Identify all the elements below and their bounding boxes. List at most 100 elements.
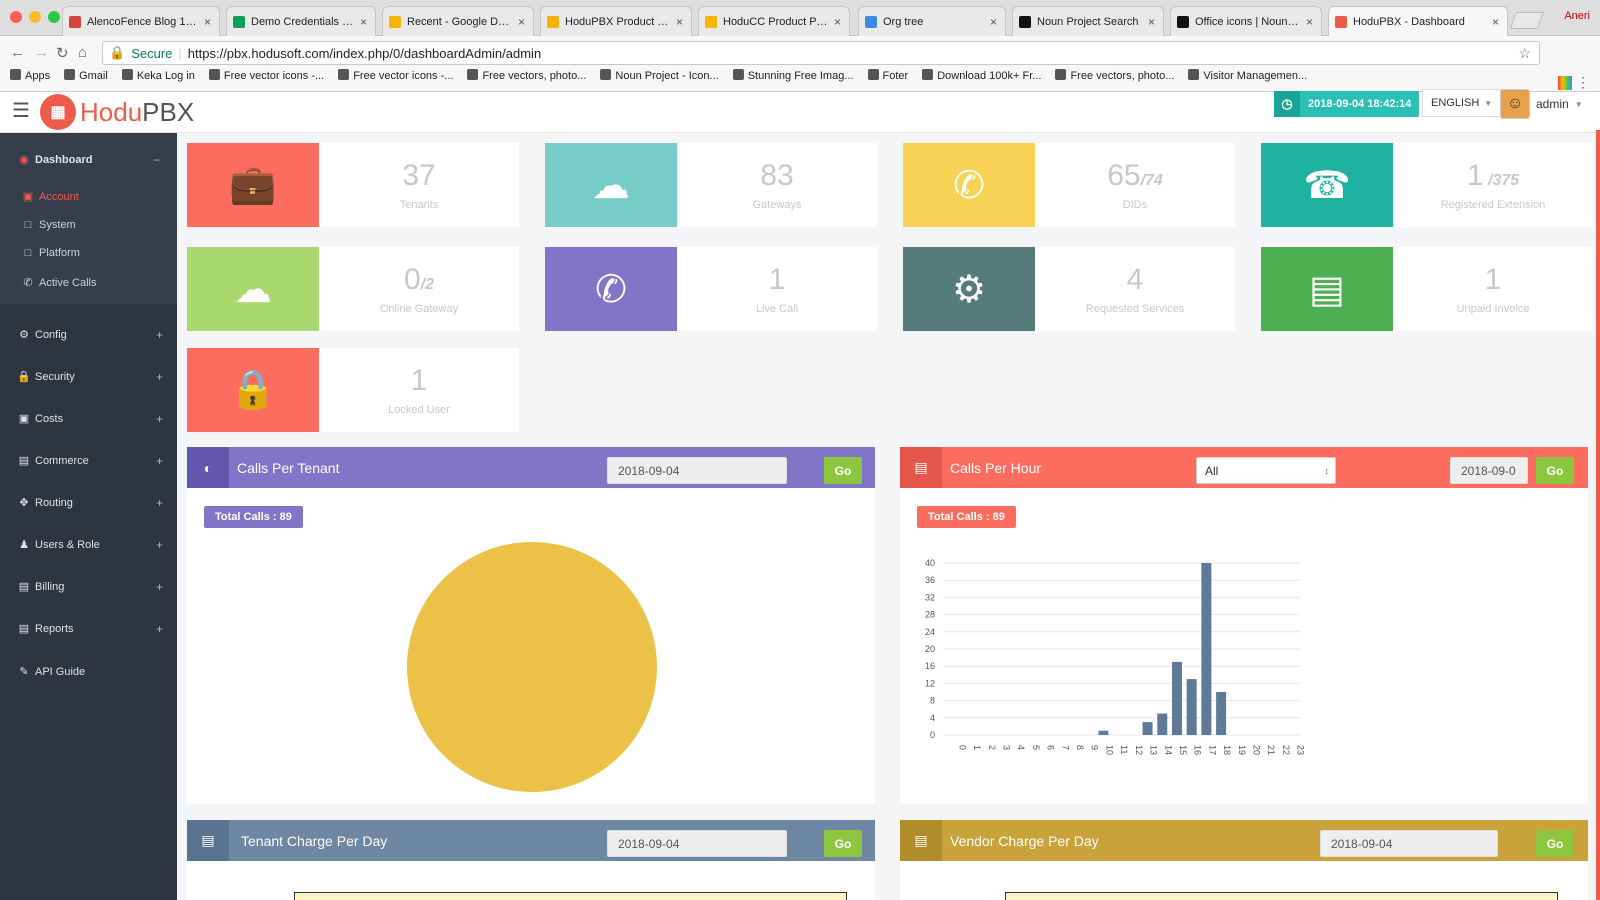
maximize-window-button[interactable] bbox=[48, 11, 60, 23]
date-input[interactable]: 2018-09-0 bbox=[1450, 457, 1528, 484]
bookmark-item[interactable]: Free vectors, photo... bbox=[467, 69, 586, 82]
bookmark-item[interactable]: Download 100k+ Fr... bbox=[922, 69, 1041, 82]
bookmark-item[interactable]: Apps bbox=[10, 69, 50, 82]
bar[interactable] bbox=[1098, 730, 1109, 735]
hamburger-menu-icon[interactable]: ☰ bbox=[12, 100, 30, 122]
x-tick-label: 1 bbox=[972, 745, 982, 750]
stat-card-registered-extension[interactable]: ☎ 1 /375 Registered Extension bbox=[1261, 143, 1593, 227]
home-icon[interactable]: ⌂ bbox=[78, 44, 88, 61]
panel-title: Calls Per Hour bbox=[950, 459, 1042, 476]
bookmark-item[interactable]: Visitor Managemen... bbox=[1188, 69, 1307, 82]
sidebar-item-account[interactable]: ▣ Account bbox=[21, 190, 198, 204]
browser-tab[interactable]: Office icons | Noun Proj × bbox=[1170, 6, 1322, 36]
stat-card-locked-user[interactable]: 🔒 1 Locked User bbox=[187, 348, 519, 432]
browser-tab[interactable]: Noun Project Search × bbox=[1012, 6, 1164, 36]
bookmark-item[interactable]: Gmail bbox=[64, 69, 108, 82]
browser-tab[interactable]: Demo Credentials - Goo × bbox=[226, 6, 376, 36]
calls-per-hour-panel: ▤ Calls Per Hour All ↕ 2018-09-0 Go Tota… bbox=[900, 447, 1588, 804]
stat-card-gateways[interactable]: ☁ 83 Gateways bbox=[545, 143, 877, 227]
browser-tab[interactable]: HoduCC Product Presen × bbox=[698, 6, 850, 36]
stat-card-live-call[interactable]: ✆ 1 Live Call bbox=[545, 247, 877, 331]
date-input[interactable]: 2018-09-04 bbox=[1320, 830, 1498, 857]
pie-slice[interactable] bbox=[407, 542, 657, 792]
close-tab-icon[interactable]: × bbox=[833, 14, 841, 29]
bookmark-item[interactable]: Free vectors, photo... bbox=[1055, 69, 1174, 82]
sidebar-item-platform[interactable]: □ Platform bbox=[21, 247, 198, 259]
browser-menu-icon[interactable]: ⋮ bbox=[1576, 74, 1590, 90]
sidebar-item-security[interactable]: 🔒 Security + bbox=[0, 370, 177, 384]
bookmark-item[interactable]: Noun Project - Icon... bbox=[600, 69, 719, 82]
browser-tab[interactable]: Org tree × bbox=[858, 6, 1006, 36]
extension-icon[interactable] bbox=[1558, 76, 1572, 90]
sidebar-item-api-guide[interactable]: ✎ API Guide bbox=[0, 665, 177, 679]
expand-icon: + bbox=[155, 453, 163, 468]
stat-card-online-gateway[interactable]: ☁ 0/2 Online Gateway bbox=[187, 247, 519, 331]
hodupbx-logo[interactable]: ▦ HoduPBX bbox=[40, 94, 194, 130]
reload-icon[interactable]: ↻ bbox=[56, 45, 69, 62]
bookmark-star-icon[interactable]: ☆ bbox=[1518, 45, 1531, 61]
user-menu[interactable]: ☺ admin ▼ bbox=[1500, 89, 1583, 119]
go-button[interactable]: Go bbox=[824, 457, 862, 484]
bar[interactable] bbox=[1186, 679, 1197, 735]
sidebar-item-system[interactable]: □ System bbox=[21, 219, 198, 231]
back-icon[interactable]: ← bbox=[10, 44, 25, 61]
close-tab-icon[interactable]: × bbox=[359, 14, 367, 29]
date-input[interactable]: 2018-09-04 bbox=[607, 457, 787, 484]
bookmark-item[interactable]: Free vector icons -... bbox=[208, 69, 324, 82]
close-tab-icon[interactable]: × bbox=[203, 14, 211, 29]
sidebar-item-reports[interactable]: ▤ Reports + bbox=[0, 622, 177, 636]
go-button[interactable]: Go bbox=[824, 830, 862, 857]
go-button[interactable]: Go bbox=[1536, 457, 1574, 484]
bar[interactable] bbox=[1216, 692, 1227, 735]
sidebar-item-costs[interactable]: ▣ Costs + bbox=[0, 412, 177, 426]
bookmark-label: Gmail bbox=[79, 70, 108, 82]
close-tab-icon[interactable]: × bbox=[1147, 14, 1155, 29]
close-window-button[interactable] bbox=[10, 11, 22, 23]
stat-card-dids[interactable]: ✆ 65/74 DIDs bbox=[903, 143, 1235, 227]
browser-tab[interactable]: HoduPBX Product Prese × bbox=[540, 6, 692, 36]
sidebar-item-active-calls[interactable]: ✆ Active Calls bbox=[21, 276, 198, 290]
x-tick-label: 9 bbox=[1090, 745, 1100, 750]
bookmark-item[interactable]: Keka Log in bbox=[121, 69, 195, 82]
tab-title: HoduPBX - Dashboard bbox=[1353, 16, 1465, 28]
stat-card-unpaid-invoice[interactable]: ▤ 1 Unpaid Invoice bbox=[1261, 247, 1593, 331]
date-input[interactable]: 2018-09-04 bbox=[607, 830, 787, 857]
stat-card-requested-services[interactable]: ⚙ 4 Requested Services bbox=[903, 247, 1235, 331]
profile-name[interactable]: Aneri bbox=[1564, 10, 1590, 22]
language-select[interactable]: ENGLISH ▼ bbox=[1422, 89, 1502, 117]
minimize-window-button[interactable] bbox=[29, 11, 41, 23]
stat-card-tenants[interactable]: 💼 37 Tenants bbox=[187, 143, 519, 227]
bookmark-item[interactable]: Stunning Free Imag... bbox=[732, 69, 854, 82]
sidebar-item-users-role[interactable]: ♟ Users & Role + bbox=[0, 538, 177, 552]
sidebar-item-config[interactable]: ⚙ Config + bbox=[0, 328, 177, 342]
browser-tab[interactable]: AlencoFence Blog 1 Imag × bbox=[62, 6, 220, 36]
sidebar-item-billing[interactable]: ▤ Billing + bbox=[0, 580, 177, 594]
datetime-text: 2018-09-04 18:42:14 bbox=[1308, 98, 1412, 110]
new-tab-button[interactable] bbox=[1509, 12, 1545, 29]
tenant-select[interactable]: All ↕ bbox=[1196, 457, 1336, 484]
close-tab-icon[interactable]: × bbox=[1305, 14, 1313, 29]
close-tab-icon[interactable]: × bbox=[517, 14, 525, 29]
sidebar-item-commerce[interactable]: ▤ Commerce + bbox=[0, 453, 177, 468]
browser-tab[interactable]: Recent - Google Drive × bbox=[382, 6, 534, 36]
tenant-charge-chart bbox=[294, 892, 847, 900]
x-tick-label: 4 bbox=[1016, 745, 1026, 750]
browser-tab[interactable]: HoduPBX - Dashboard × bbox=[1328, 6, 1508, 37]
bookmark-item[interactable]: Free vector icons -... bbox=[338, 69, 453, 82]
y-tick-label: 0 bbox=[930, 730, 935, 740]
bar[interactable] bbox=[1201, 563, 1212, 735]
bar[interactable] bbox=[1157, 713, 1168, 736]
bookmark-item[interactable]: Foter bbox=[867, 69, 908, 82]
bar[interactable] bbox=[1142, 722, 1153, 735]
close-tab-icon[interactable]: × bbox=[675, 14, 683, 29]
close-tab-icon[interactable]: × bbox=[1491, 15, 1499, 29]
window-controls bbox=[10, 11, 60, 23]
sidebar-item-routing[interactable]: ✥ Routing + bbox=[0, 496, 177, 510]
url-bar[interactable]: 🔒 Secure | https://pbx.hodusoft.com/inde… bbox=[102, 41, 1540, 65]
sidebar-item-dashboard[interactable]: ◉ Dashboard − bbox=[17, 153, 177, 167]
go-button[interactable]: Go bbox=[1536, 830, 1574, 857]
forward-icon[interactable]: → bbox=[34, 44, 49, 61]
close-tab-icon[interactable]: × bbox=[989, 14, 997, 29]
bar[interactable] bbox=[1171, 661, 1182, 735]
